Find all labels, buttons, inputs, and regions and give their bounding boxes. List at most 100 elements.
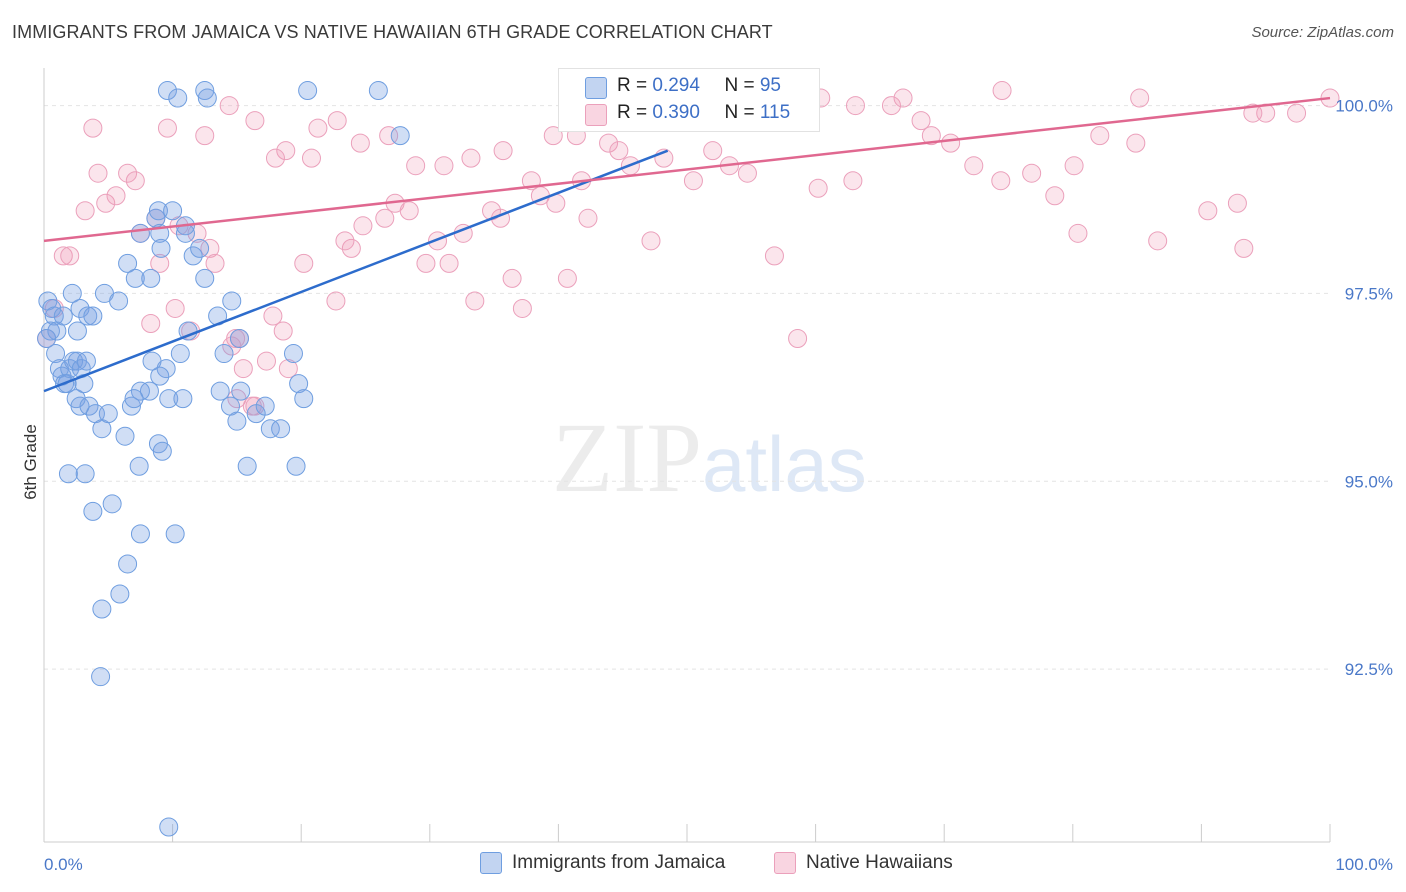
stats-legend: R = 0.294 N = 95 R = 0.390 N = 115: [558, 68, 820, 132]
data-point: [1234, 238, 1254, 258]
data-point: [75, 464, 95, 484]
data-point: [60, 246, 80, 266]
data-point: [416, 253, 436, 273]
data-point: [92, 599, 112, 619]
data-point: [1068, 223, 1088, 243]
data-point: [115, 426, 135, 446]
data-point: [173, 389, 193, 409]
data-point: [102, 494, 122, 514]
data-point: [130, 524, 150, 544]
data-point: [278, 359, 298, 379]
x-tick-label: 100.0%: [1335, 855, 1393, 874]
data-point: [76, 351, 96, 371]
data-point: [326, 291, 346, 311]
data-point: [129, 456, 149, 476]
data-point: [764, 246, 784, 266]
series-immigrants-from-jamaica: [37, 81, 410, 837]
data-point: [992, 81, 1012, 101]
data-point: [1090, 126, 1110, 146]
data-point: [353, 216, 373, 236]
data-point: [1198, 201, 1218, 221]
legend-n-label: N =: [724, 75, 760, 96]
data-point: [881, 96, 901, 116]
data-point: [788, 329, 808, 349]
watermark: ZIPatlas: [552, 400, 867, 515]
data-point: [78, 306, 98, 326]
data-point: [170, 344, 190, 364]
data-point: [368, 81, 388, 101]
data-point: [37, 329, 57, 349]
data-point: [183, 246, 203, 266]
data-point: [255, 396, 275, 416]
data-point: [271, 419, 291, 439]
axes: [43, 68, 1331, 843]
data-point: [1064, 156, 1084, 176]
data-point: [141, 313, 161, 333]
legend-n-value: 115: [759, 102, 791, 123]
data-point: [195, 81, 215, 101]
data-point: [1130, 88, 1150, 108]
data-point: [142, 351, 162, 371]
data-point: [125, 268, 145, 288]
data-point: [964, 156, 984, 176]
data-point: [79, 396, 99, 416]
bottom-legend-jamaica: Immigrants from Jamaica: [512, 852, 726, 873]
bottom-legend-swatch-blue: [480, 852, 502, 874]
data-point: [125, 171, 145, 191]
data-point: [399, 201, 419, 221]
data-point: [341, 238, 361, 258]
data-point: [1243, 103, 1263, 123]
data-point: [502, 268, 522, 288]
data-point: [121, 396, 141, 416]
data-point: [1148, 231, 1168, 251]
data-point: [283, 344, 303, 364]
data-point: [118, 253, 138, 273]
data-point: [289, 374, 309, 394]
data-point: [237, 456, 257, 476]
data-point: [1287, 103, 1307, 123]
data-point: [168, 88, 188, 108]
data-point: [150, 253, 170, 273]
data-point: [406, 156, 426, 176]
y-tick-label: 100.0%: [1335, 97, 1393, 116]
data-point: [210, 381, 230, 401]
data-point: [46, 344, 66, 364]
data-point: [599, 133, 619, 153]
data-point: [195, 268, 215, 288]
data-point: [1227, 193, 1247, 213]
data-point: [62, 283, 82, 303]
data-point: [301, 148, 321, 168]
data-point: [88, 163, 108, 183]
series-native-hawaiians: [37, 81, 1340, 416]
source-label: Source: ZipAtlas.com: [1251, 24, 1394, 41]
data-point: [222, 336, 242, 356]
legend-n-value: 95: [759, 75, 781, 96]
data-point: [141, 268, 161, 288]
data-point: [106, 186, 126, 206]
data-point: [159, 389, 179, 409]
data-point: [256, 351, 276, 371]
data-point: [190, 238, 210, 258]
data-point: [439, 253, 459, 273]
data-point: [991, 171, 1011, 191]
legend-r-label: R =: [617, 75, 653, 96]
data-point: [808, 178, 828, 198]
data-point: [578, 208, 598, 228]
data-point: [110, 584, 130, 604]
legend-swatch-blue: [585, 77, 607, 99]
data-point: [222, 291, 242, 311]
data-point: [379, 126, 399, 146]
data-point: [163, 201, 183, 221]
data-point: [231, 381, 251, 401]
y-tick-label: 95.0%: [1345, 472, 1393, 491]
data-point: [845, 96, 865, 116]
legend-row-blue: R = 0.294 N = 95: [617, 75, 781, 97]
data-point: [195, 126, 215, 146]
trend-line-jamaica: [43, 149, 669, 393]
legend-r-value: 0.390: [652, 102, 700, 123]
x-tick-labels: 0.0% 100.0%: [44, 855, 1393, 874]
data-point: [157, 81, 177, 101]
data-point: [286, 456, 306, 476]
watermark-atlas: atlas: [702, 420, 867, 508]
